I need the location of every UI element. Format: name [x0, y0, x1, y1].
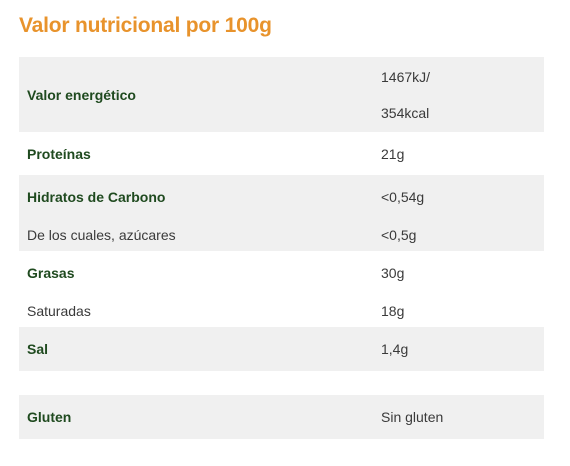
table-row-salt: Sal 1,4g [19, 327, 544, 371]
energy-label: Valor energético [27, 86, 136, 103]
table-row-fat: Grasas 30g [19, 251, 544, 295]
protein-label: Proteínas [27, 145, 91, 162]
carbs-value: <0,54g [381, 189, 425, 205]
table-row-fat-group: Grasas 30g Saturadas 18g [19, 251, 544, 327]
saturated-label: Saturadas [27, 303, 91, 319]
carbs-label: Hidratos de Carbono [27, 189, 166, 205]
table-row-saturated: Saturadas 18g [19, 295, 544, 327]
gluten-label: Gluten [27, 409, 72, 425]
energy-kj-value: 1467kJ/ [381, 68, 431, 85]
table-row-protein: Proteínas 21g [19, 132, 544, 175]
table-row-carbs-group: Hidratos de Carbono <0,54g De los cuales… [19, 175, 544, 251]
gluten-value: Sin gluten [381, 409, 444, 425]
page-title: Valor nutricional por 100g [19, 14, 272, 37]
saturated-value: 18g [381, 303, 405, 319]
table-row-gluten: Gluten Sin gluten [19, 395, 544, 439]
table-row-energy: Valor energético 1467kJ/ 354kcal [19, 57, 544, 132]
energy-value: 1467kJ/ 354kcal [381, 57, 430, 132]
salt-label: Sal [27, 341, 49, 357]
energy-kcal-value: 354kcal [381, 104, 430, 121]
protein-value: 21g [381, 145, 405, 162]
table-row-sugars: De los cuales, azúcares <0,5g [19, 219, 544, 251]
fat-value: 30g [381, 265, 405, 281]
salt-value: 1,4g [381, 341, 409, 357]
sugars-value: <0,5g [381, 227, 417, 243]
fat-label: Grasas [27, 265, 75, 281]
table-row-carbs: Hidratos de Carbono <0,54g [19, 175, 544, 219]
sugars-label: De los cuales, azúcares [27, 227, 176, 243]
